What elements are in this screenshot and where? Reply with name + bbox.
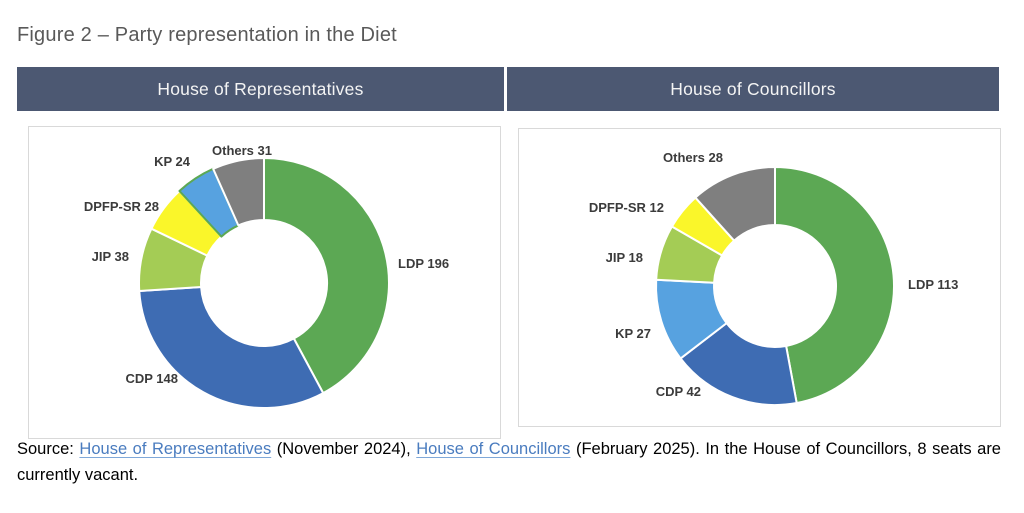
chart-panel-councillors: LDP 113 CDP 42 KP 27 JIP 18 DPFP-SR 12 Others…: [518, 128, 1001, 427]
slice-label-ldp: LDP 113: [908, 277, 958, 292]
slice-label-jip: JIP 38: [92, 249, 129, 264]
slice-label-cdp: CDP 148: [125, 371, 178, 386]
donut-chart-councillors: LDP 113 CDP 42 KP 27 JIP 18 DPFP-SR 12 Others…: [589, 150, 958, 406]
header-house-of-representatives: House of Representatives: [17, 67, 504, 111]
source-mid-text: (November 2024),: [271, 440, 417, 458]
slice-cdp: [138, 286, 325, 409]
panel-header-row: House of Representatives House of Counci…: [17, 67, 999, 111]
header-house-of-councillors: House of Councillors: [507, 67, 999, 111]
source-suffix-text: (February 2025). In the House of Council…: [17, 440, 1001, 484]
slice-label-others: Others 28: [663, 150, 723, 165]
slice-label-kp: KP 27: [615, 326, 651, 341]
slice-label-jip: JIP 18: [606, 250, 643, 265]
slice-label-dpfp-sr: DPFP-SR 28: [84, 199, 159, 214]
slice-label-ldp: LDP 196: [398, 256, 449, 271]
source-note: Source: House of Representatives (Novemb…: [17, 436, 1001, 488]
slice-ldp: [774, 166, 895, 405]
source-label: Source:: [17, 440, 80, 458]
donut-chart-representatives: LDP 196 CDP 148 JIP 38 DPFP-SR 28 KP 24 Other…: [84, 143, 449, 409]
chart-panel-representatives: LDP 196 CDP 148 JIP 38 DPFP-SR 28 KP 24 Other…: [28, 126, 501, 439]
figure-title: Figure 2 – Party representation in the D…: [17, 24, 397, 46]
slice-ldp: [263, 157, 390, 395]
slice-others: [212, 157, 265, 227]
link-house-of-representatives[interactable]: House of Representatives: [79, 440, 272, 458]
slice-label-cdp: CDP 42: [656, 384, 701, 399]
slice-label-dpfp-sr: DPFP-SR 12: [589, 200, 664, 215]
slice-label-kp: KP 24: [154, 154, 191, 169]
slice-label-others: Others 31: [212, 143, 272, 158]
slice-others: [694, 166, 776, 242]
link-house-of-councillors[interactable]: House of Councillors: [416, 440, 571, 458]
